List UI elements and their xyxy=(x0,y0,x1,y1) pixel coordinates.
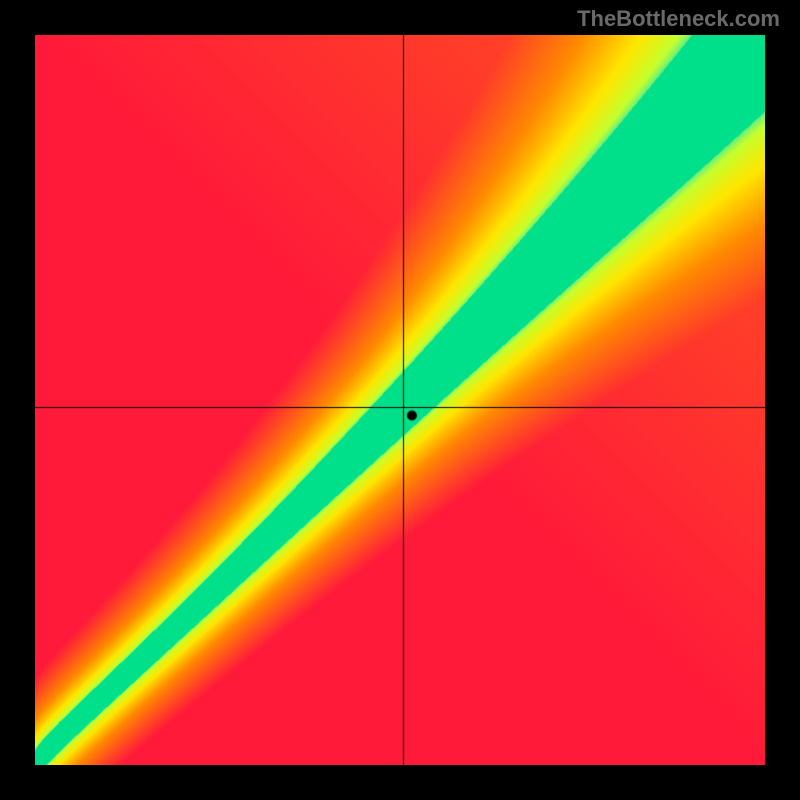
heatmap-plot xyxy=(35,35,765,765)
chart-container: TheBottleneck.com xyxy=(0,0,800,800)
heatmap-canvas xyxy=(35,35,765,765)
watermark-label: TheBottleneck.com xyxy=(577,6,780,32)
